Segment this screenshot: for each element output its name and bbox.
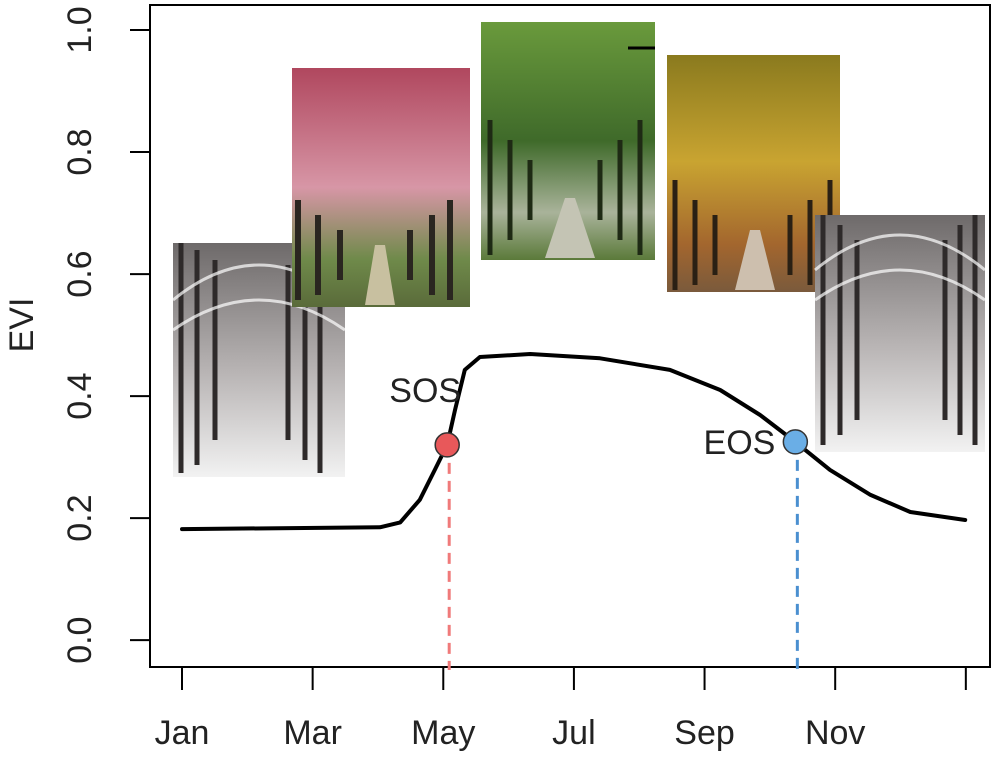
x-tick-label: Nov <box>805 714 865 752</box>
y-axis-label: EVI <box>3 298 41 353</box>
photo-summer <box>481 22 655 260</box>
y-tick-label: 0.6 <box>61 250 99 297</box>
y-tick-label: 0.8 <box>61 128 99 175</box>
y-tick-label: 1.0 <box>61 6 99 53</box>
y-tick-label: 0.0 <box>61 617 99 664</box>
photo-winter <box>814 215 986 452</box>
x-tick-label: Sep <box>674 714 735 752</box>
marker-point <box>434 432 460 458</box>
y-tick-label: 0.4 <box>61 372 99 419</box>
x-tick-label: May <box>411 714 475 752</box>
marker-label: EOS <box>704 424 776 462</box>
y-tick-label: 0.2 <box>61 494 99 541</box>
photo-spring <box>292 68 470 307</box>
marker-point <box>782 429 809 455</box>
plot-frame <box>149 4 991 668</box>
x-tick-label: Mar <box>283 714 342 752</box>
photo-autumn <box>667 55 840 292</box>
x-tick-label: Jan <box>155 714 210 752</box>
x-tick-label: Jul <box>552 714 595 752</box>
evi-line <box>180 352 968 532</box>
marker-label: SOS <box>389 372 461 410</box>
